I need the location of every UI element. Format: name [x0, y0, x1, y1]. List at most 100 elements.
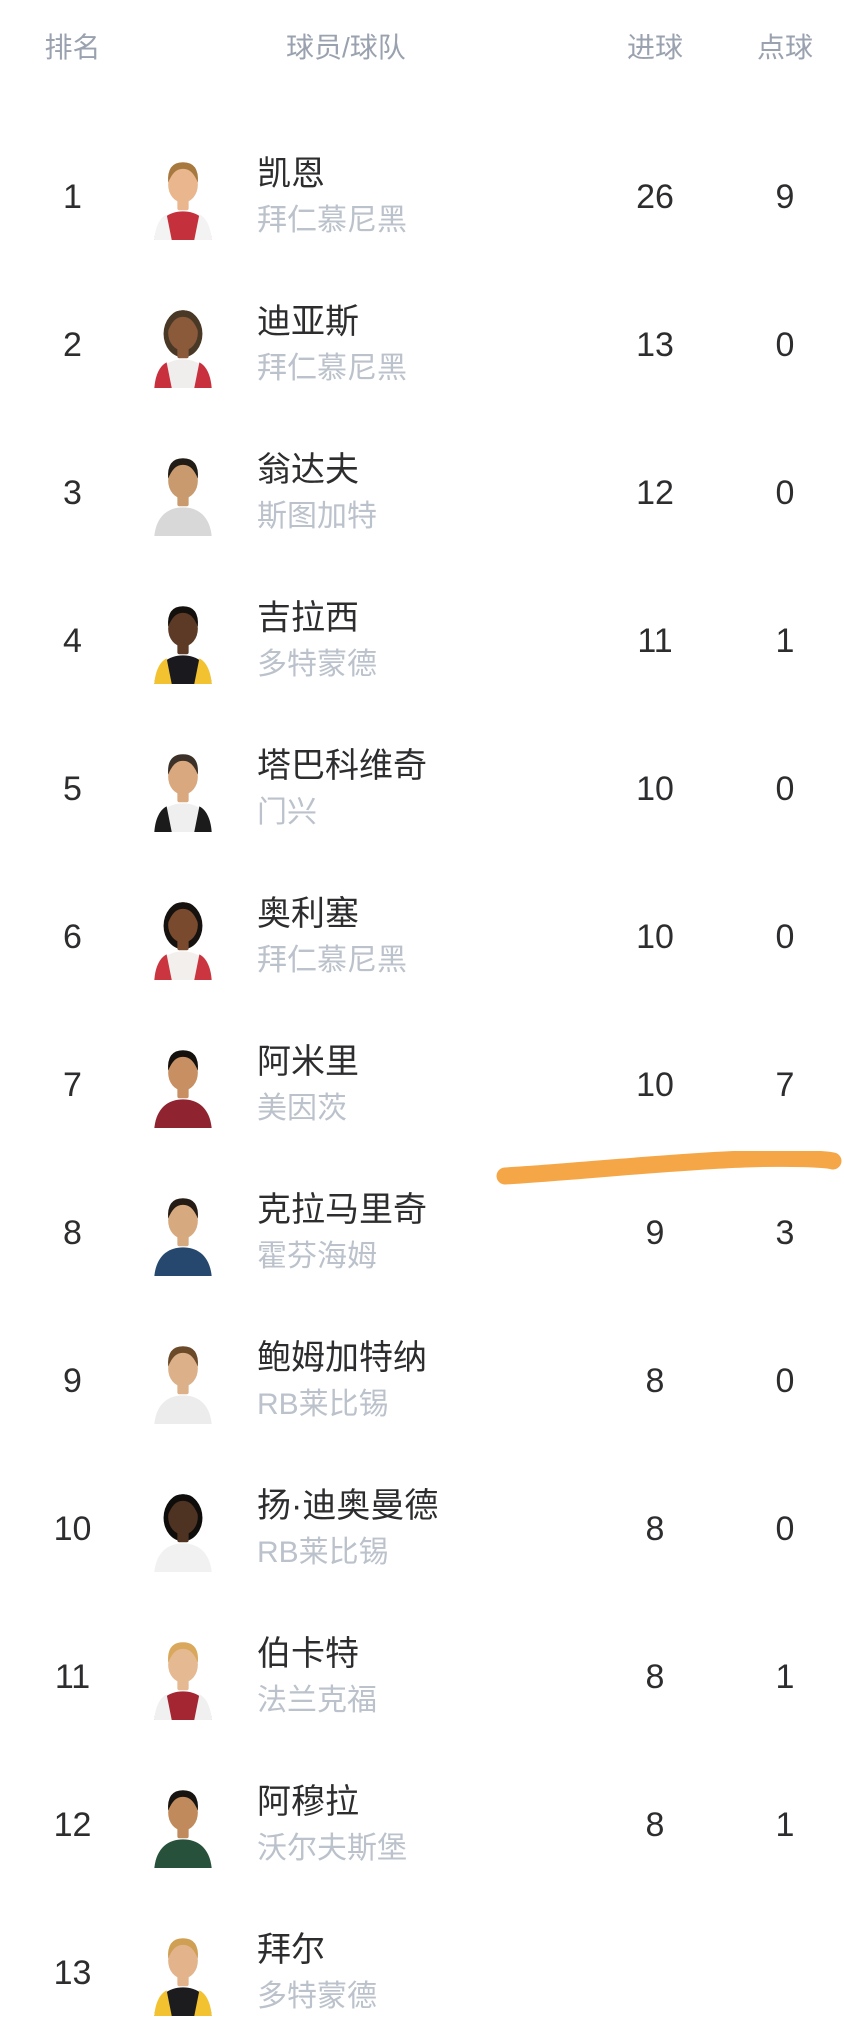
- player-cell: 扬·迪奥曼德 RB莱比锡: [220, 1487, 600, 1571]
- player-avatar: [145, 450, 220, 536]
- penalties-value: 0: [775, 917, 795, 956]
- rank-value: 3: [63, 473, 82, 512]
- player-cell: 翁达夫 斯图加特: [220, 451, 600, 535]
- goals-value: 8: [645, 1361, 665, 1400]
- rank-value: 5: [63, 769, 82, 808]
- team-name: 多特蒙德: [257, 648, 377, 682]
- player-photo-icon: [153, 458, 212, 536]
- team-name: 拜仁慕尼黑: [257, 944, 407, 978]
- scorer-row[interactable]: 8 克拉马里奇 霍芬海姆 9 3: [0, 1159, 844, 1307]
- player-avatar: [145, 894, 220, 980]
- scorer-row[interactable]: 9 鲍姆加特纳 RB莱比锡 8 0: [0, 1307, 844, 1455]
- rank-value: 4: [63, 621, 82, 660]
- scorer-row[interactable]: 4 吉拉西 多特蒙德 11 1: [0, 567, 844, 715]
- penalties-value: 7: [775, 1065, 795, 1104]
- player-photo-icon: [153, 1198, 212, 1276]
- team-name: RB莱比锡: [257, 1536, 389, 1570]
- scorer-row[interactable]: 11 伯卡特 法兰克福 8 1: [0, 1603, 844, 1751]
- player-cell: 塔巴科维奇 门兴: [220, 747, 600, 831]
- player-cell: 凯恩 拜仁慕尼黑: [220, 155, 600, 239]
- player-name: 克拉马里奇: [257, 1191, 427, 1230]
- player-cell: 鲍姆加特纳 RB莱比锡: [220, 1339, 600, 1423]
- player-avatar: [145, 1782, 220, 1868]
- team-name: 沃尔夫斯堡: [257, 1832, 407, 1866]
- penalties-value: 3: [775, 1213, 795, 1252]
- rank-value: 8: [63, 1213, 82, 1252]
- player-photo-icon: [153, 606, 212, 684]
- player-name: 凯恩: [257, 155, 325, 194]
- player-cell: 伯卡特 法兰克福: [220, 1635, 600, 1719]
- goals-value: 10: [636, 917, 674, 956]
- scorer-row[interactable]: 6 奥利塞 拜仁慕尼黑 10 0: [0, 863, 844, 1011]
- scorer-row[interactable]: 3 翁达夫 斯图加特 12 0: [0, 419, 844, 567]
- scorer-row[interactable]: 5 塔巴科维奇 门兴 10 0: [0, 715, 844, 863]
- goals-value: 11: [637, 621, 673, 660]
- penalties-value: 0: [775, 325, 795, 364]
- team-name: 拜仁慕尼黑: [257, 352, 407, 386]
- player-avatar: [145, 1486, 220, 1572]
- table-header-row: 排名 球员/球队 进球 点球: [0, 0, 844, 123]
- player-photo-icon: [153, 162, 212, 240]
- team-name: 门兴: [257, 796, 317, 830]
- player-avatar: [145, 598, 220, 684]
- header-player-team: 球员/球队: [286, 32, 406, 63]
- scorer-row[interactable]: 7 阿米里 美因茨 10 7: [0, 1011, 844, 1185]
- player-avatar: [145, 1634, 220, 1720]
- player-cell: 阿米里 美因茨: [220, 1043, 600, 1127]
- player-cell: 克拉马里奇 霍芬海姆: [220, 1191, 600, 1275]
- goals-value: 8: [645, 1657, 665, 1696]
- scorer-row[interactable]: 10 扬·迪奥曼德 RB莱比锡 8 0: [0, 1455, 844, 1603]
- player-avatar: [145, 746, 220, 832]
- team-name: RB莱比锡: [257, 1388, 389, 1422]
- rank-value: 12: [53, 1805, 92, 1844]
- player-photo-icon: [153, 902, 212, 980]
- team-name: 多特蒙德: [257, 1980, 377, 2014]
- player-photo-icon: [153, 1346, 212, 1424]
- team-name: 斯图加特: [257, 500, 377, 534]
- scorer-row[interactable]: 13 拜尔 多特蒙德: [0, 1899, 844, 2044]
- player-name: 吉拉西: [257, 599, 359, 638]
- player-avatar: [145, 1338, 220, 1424]
- player-photo-icon: [153, 754, 212, 832]
- player-name: 迪亚斯: [257, 303, 359, 342]
- team-name: 美因茨: [257, 1092, 347, 1126]
- goals-value: 12: [636, 473, 674, 512]
- player-photo-icon: [153, 1494, 212, 1572]
- header-goals: 进球: [626, 32, 683, 63]
- player-cell: 拜尔 多特蒙德: [220, 1931, 600, 2015]
- player-photo-icon: [153, 1642, 212, 1720]
- penalties-value: 9: [775, 177, 795, 216]
- team-name: 拜仁慕尼黑: [257, 204, 407, 238]
- player-avatar: [145, 302, 220, 388]
- goals-value: 10: [636, 769, 674, 808]
- header-penalties: 点球: [756, 32, 813, 63]
- penalties-value: 0: [775, 1361, 795, 1400]
- player-cell: 吉拉西 多特蒙德: [220, 599, 600, 683]
- penalties-value: 1: [775, 1657, 795, 1696]
- player-cell: 阿穆拉 沃尔夫斯堡: [220, 1783, 600, 1867]
- player-photo-icon: [153, 1050, 212, 1128]
- rank-value: 9: [63, 1361, 82, 1400]
- scorer-row[interactable]: 1 凯恩 拜仁慕尼黑 26 9: [0, 123, 844, 271]
- penalties-value: 1: [775, 1805, 795, 1844]
- rank-value: 6: [63, 917, 82, 956]
- scorer-row[interactable]: 12 阿穆拉 沃尔夫斯堡 8 1: [0, 1751, 844, 1899]
- penalties-value: 0: [775, 1509, 795, 1548]
- scorer-row[interactable]: 2 迪亚斯 拜仁慕尼黑 13 0: [0, 271, 844, 419]
- player-avatar: [145, 1930, 220, 2016]
- rank-value: 1: [63, 177, 82, 216]
- rank-value: 2: [63, 325, 82, 364]
- player-name: 扬·迪奥曼德: [257, 1487, 439, 1526]
- player-name: 奥利塞: [257, 895, 359, 934]
- player-name: 阿穆拉: [257, 1783, 359, 1822]
- penalties-value: 0: [775, 769, 795, 808]
- player-name: 阿米里: [257, 1043, 359, 1082]
- player-avatar: [145, 1042, 220, 1128]
- player-cell: 奥利塞 拜仁慕尼黑: [220, 895, 600, 979]
- scorer-table-body: 1 凯恩 拜仁慕尼黑 26 9 2: [0, 123, 844, 2044]
- goals-value: 8: [645, 1805, 665, 1844]
- goals-value: 13: [636, 325, 674, 364]
- player-photo-icon: [153, 310, 212, 388]
- player-avatar: [145, 1190, 220, 1276]
- goals-value: 8: [645, 1509, 665, 1548]
